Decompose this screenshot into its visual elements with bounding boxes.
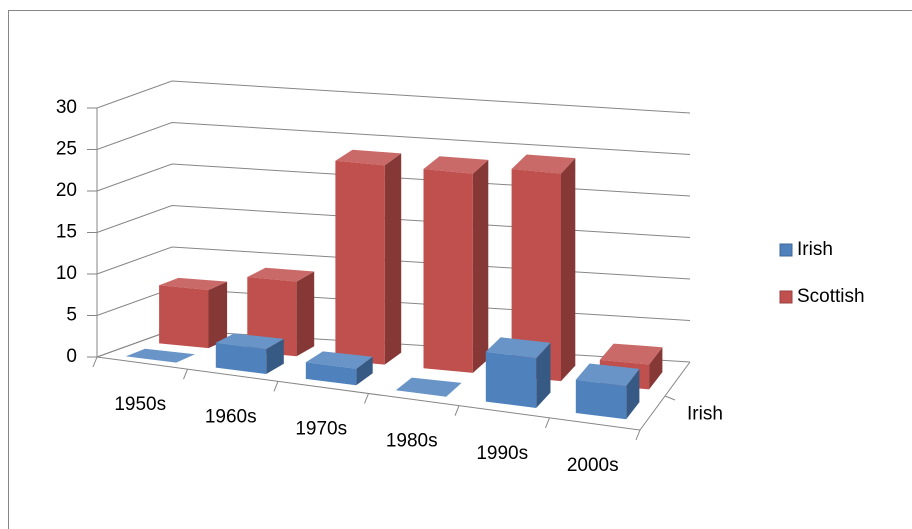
bar-side	[384, 153, 402, 365]
legend-label: Irish	[797, 239, 833, 260]
bar	[125, 348, 195, 363]
bar	[423, 156, 489, 373]
bar-front	[159, 285, 209, 349]
y-tick-label: 20	[56, 180, 77, 201]
bar-front	[575, 379, 627, 420]
x-tick-label: 1950s	[114, 394, 166, 415]
bar-front	[215, 342, 267, 374]
bar-side	[649, 347, 663, 390]
bar-top	[247, 267, 315, 282]
x-tick	[635, 429, 641, 441]
bar-top	[395, 377, 462, 397]
bar-side	[561, 158, 576, 382]
bar	[335, 149, 402, 365]
bar-front	[511, 169, 561, 382]
bar-top	[423, 156, 489, 174]
bar-top	[159, 277, 228, 290]
bar	[485, 337, 551, 408]
x-tick-label: 1980s	[386, 431, 438, 452]
legend-label: Scottish	[797, 286, 865, 307]
bar	[305, 351, 373, 386]
bar-side	[266, 338, 284, 374]
x-tick	[92, 356, 98, 368]
grid-line	[87, 121, 691, 155]
bar-top	[575, 363, 640, 387]
depth-axis-label: Irish	[687, 404, 723, 425]
bar-top	[485, 337, 551, 359]
bar-top	[305, 351, 373, 369]
y-tick-label: 5	[66, 305, 77, 326]
bar-front	[485, 351, 537, 408]
bar-top	[215, 333, 284, 350]
bar-front	[423, 169, 473, 373]
bar	[159, 277, 228, 349]
x-tick-label: 1970s	[295, 418, 347, 439]
bar-top	[599, 343, 663, 365]
bar-top	[335, 149, 402, 166]
legend-swatch	[779, 290, 793, 304]
x-tick	[273, 381, 279, 392]
grid-line	[87, 80, 691, 114]
bar	[575, 363, 640, 420]
bar-side	[626, 368, 640, 420]
y-tick-label: 25	[56, 139, 77, 160]
x-tick-label: 1990s	[476, 443, 528, 464]
bar-front	[335, 160, 385, 365]
y-tick-label: 30	[56, 97, 77, 118]
y-tick-label: 0	[66, 346, 77, 367]
x-tick-label: 2000s	[567, 455, 619, 476]
bar-side	[296, 271, 315, 357]
bar-top	[125, 348, 195, 363]
bar-top	[511, 154, 576, 174]
bar-front	[305, 362, 357, 386]
legend-swatch	[779, 243, 793, 257]
bar-side	[536, 342, 551, 408]
bar	[511, 154, 576, 382]
bar	[215, 333, 284, 374]
bar	[395, 377, 462, 397]
x-tick	[183, 368, 188, 380]
x-tick	[364, 393, 369, 404]
x-tick-label: 1960s	[205, 406, 257, 427]
x-tick	[454, 405, 460, 416]
y-tick-label: 15	[56, 222, 77, 243]
depth-tick	[664, 395, 676, 401]
bar-side	[356, 356, 373, 386]
y-tick-label: 10	[56, 263, 77, 284]
bar-side	[208, 281, 228, 349]
bar-side	[472, 159, 489, 373]
x-tick	[545, 417, 550, 429]
